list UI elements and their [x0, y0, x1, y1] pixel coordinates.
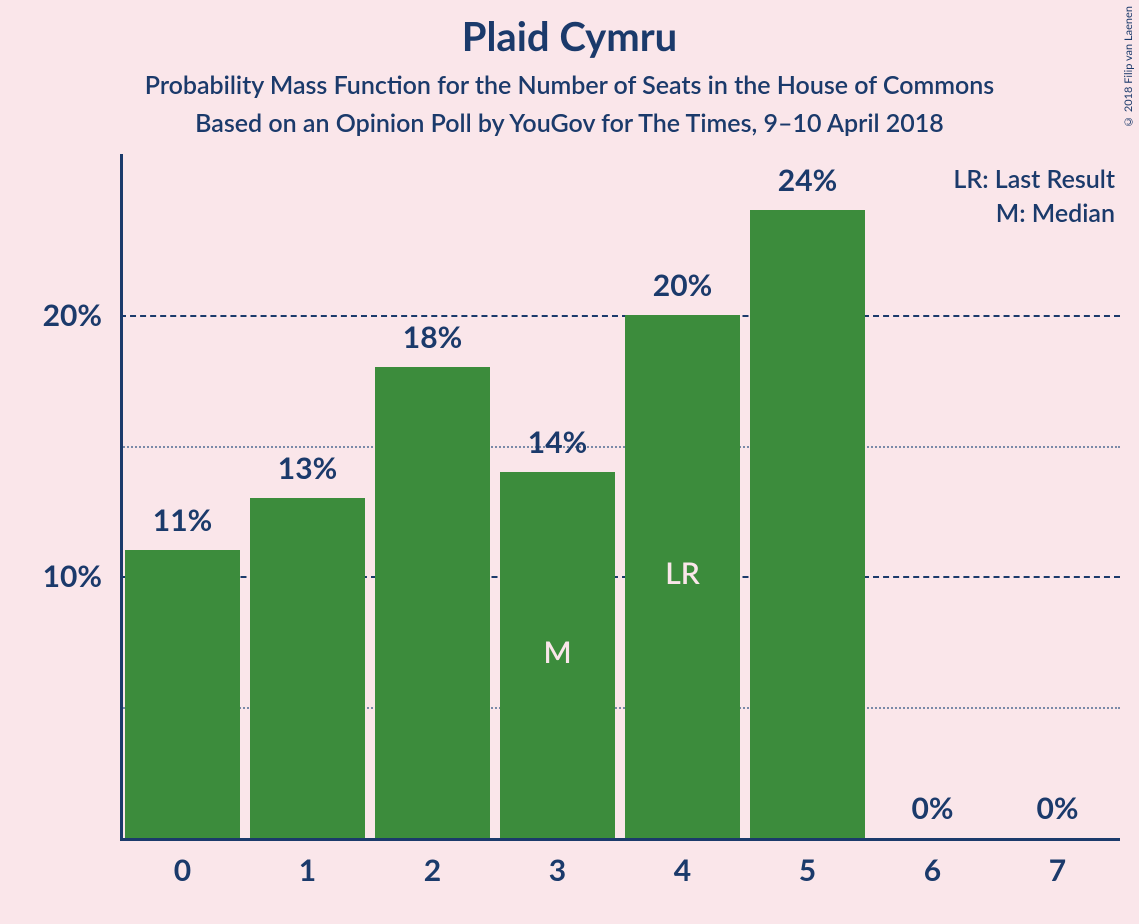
chart-subtitle-1: Probability Mass Function for the Number… — [0, 70, 1139, 100]
y-tick-label: 20% — [43, 297, 102, 333]
bar-annotation: LR — [665, 555, 700, 591]
bar — [250, 498, 365, 838]
bar-value-label: 13% — [278, 450, 337, 486]
bar-value-label: 11% — [153, 502, 212, 538]
y-tick-label: 10% — [43, 558, 102, 594]
x-tick-label: 3 — [549, 852, 566, 888]
bar — [375, 367, 490, 838]
chart-plot-area: 11% 13% 18% 14% 20% 24% 0% 0% M LR — [120, 158, 1120, 838]
grid-minor — [120, 446, 1120, 448]
x-tick-label: 4 — [674, 852, 691, 888]
bar-value-label: 24% — [778, 162, 837, 198]
bar-value-label: 14% — [528, 424, 587, 460]
chart-subtitle-2: Based on an Opinion Poll by YouGov for T… — [0, 108, 1139, 138]
bar-annotation: M — [543, 634, 571, 670]
x-tick-label: 5 — [799, 852, 816, 888]
bar-value-label: 18% — [403, 319, 462, 355]
legend-line-2: M: Median — [996, 198, 1115, 228]
bar-value-label: 0% — [912, 790, 954, 826]
x-tick-label: 2 — [424, 852, 441, 888]
x-tick-label: 0 — [174, 852, 191, 888]
x-axis — [120, 838, 1120, 841]
x-tick-label: 1 — [299, 852, 316, 888]
bar — [125, 550, 240, 838]
grid-major — [120, 315, 1120, 317]
x-tick-label: 6 — [924, 852, 941, 888]
bar-value-label: 0% — [1037, 790, 1079, 826]
legend-line-1: LR: Last Result — [953, 164, 1115, 194]
bar-value-label: 20% — [653, 267, 712, 303]
chart-title: Plaid Cymru — [0, 0, 1139, 60]
y-axis — [120, 154, 123, 838]
copyright-text: © 2018 Filip van Laenen — [1122, 6, 1135, 128]
bar — [750, 210, 865, 838]
x-tick-label: 7 — [1049, 852, 1066, 888]
